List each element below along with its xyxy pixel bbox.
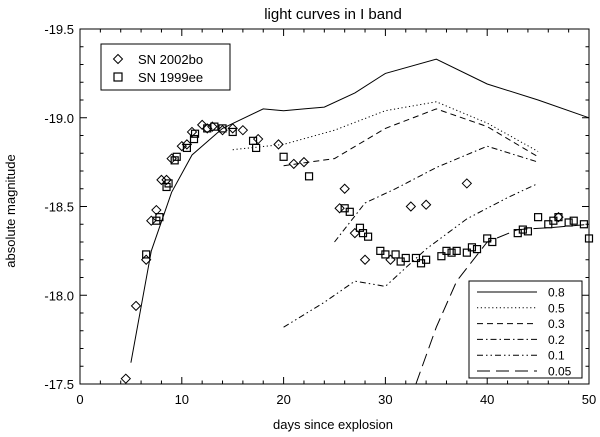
sn1999ee-point <box>189 134 199 144</box>
sn1999ee-point <box>164 179 173 188</box>
sn1999ee-point <box>564 218 573 227</box>
sn1999ee-point <box>381 250 390 259</box>
y-axis-label: absolute magnitude <box>3 154 18 267</box>
y-tick-label: -18.5 <box>44 200 74 215</box>
sn1999ee-point <box>401 253 410 263</box>
y-tick-label: -19.5 <box>44 22 74 37</box>
sn2002bo-point <box>237 124 249 136</box>
sn1999ee-point <box>472 245 482 254</box>
sn2002bo-point <box>176 140 188 152</box>
model-curve-0.2 <box>334 145 539 243</box>
model-curve-0.8 <box>130 58 590 363</box>
sn2002bo-point <box>420 199 432 210</box>
line-legend-label: 0.3 <box>548 317 565 331</box>
legend-diamond-marker <box>112 53 124 65</box>
sn1999ee-point <box>190 129 200 138</box>
sn1999ee-point <box>518 225 527 234</box>
sn2002bo-point <box>252 133 264 145</box>
sn2002bo-point <box>196 119 208 131</box>
sn1999ee-point <box>363 232 373 241</box>
sn2002bo-point <box>298 156 310 168</box>
sn1999ee-point <box>304 172 314 181</box>
sn2002bo-point <box>273 139 284 150</box>
observed-points <box>120 119 594 384</box>
sn2002bo-point <box>288 158 299 170</box>
x-tick-label: 10 <box>175 392 189 407</box>
sn2002bo-point <box>405 201 417 212</box>
line-legend-label: 0.05 <box>548 365 572 379</box>
sn2002bo-point <box>385 254 396 265</box>
sn1999ee-point <box>228 127 237 137</box>
sn1999ee-point <box>554 213 563 222</box>
sn1999ee-point <box>155 213 164 222</box>
chart-title: light curves in I band <box>264 6 402 23</box>
sn1999ee-point <box>252 143 261 153</box>
x-tick-label: 40 <box>480 392 494 407</box>
x-tick-label: 30 <box>378 392 392 407</box>
sn1999ee-point <box>523 227 533 236</box>
sn2002bo-point <box>130 300 142 312</box>
sn1999ee-point <box>533 213 543 222</box>
sn1999ee-point <box>142 250 151 259</box>
sn2002bo-point <box>161 174 172 186</box>
sn2002bo-point <box>339 183 350 194</box>
sn2002bo-point <box>156 174 167 186</box>
x-axis-label: days since explosion <box>273 417 393 432</box>
line-legend-label: 0.8 <box>548 286 565 300</box>
marker-legend-label: SN 1999ee <box>138 70 203 85</box>
sn1999ee-point <box>422 255 431 264</box>
sn2002bo-point <box>227 123 238 134</box>
sn1999ee-point <box>437 252 446 261</box>
x-tick-label: 0 <box>76 392 83 407</box>
line-legend-box <box>468 280 583 379</box>
marker-legend-box <box>100 43 231 91</box>
sn1999ee-point <box>488 237 497 247</box>
x-tick-label: 50 <box>582 392 596 407</box>
sn2002bo-point <box>461 178 473 189</box>
x-axis: 0 10 20 30 40 50 <box>76 29 596 407</box>
sn1999ee-point <box>569 216 578 225</box>
line-legend-label: 0.2 <box>548 333 565 347</box>
sn1999ee-point <box>411 253 421 263</box>
line-legend-label: 0.1 <box>548 349 565 363</box>
sn2002bo-point <box>146 215 157 226</box>
sn1999ee-point <box>345 207 354 216</box>
y-axis: -19.5 -19.0 -18.5 -18.0 -17.5 <box>44 22 589 392</box>
sn1999ee-point <box>172 152 181 161</box>
y-tick-label: -19.0 <box>44 111 74 126</box>
marker-legend-label: SN 2002bo <box>138 52 203 67</box>
sn2002bo-point <box>181 139 193 150</box>
x-tick-label: 20 <box>276 392 290 407</box>
sn1999ee-point <box>467 243 477 252</box>
y-tick-label: -18.0 <box>44 288 74 303</box>
sn2002bo-point <box>334 203 345 214</box>
sn1999ee-point <box>452 246 461 255</box>
sn1999ee-point <box>391 250 400 259</box>
sn1999ee-point <box>462 248 471 257</box>
model-curve-0.3 <box>283 108 539 167</box>
line-legend: 0.80.5 0.3 0.2 0.1 0.05 <box>468 280 583 379</box>
sn1999ee-point <box>218 124 227 133</box>
line-legend-label: 0.5 <box>548 301 565 315</box>
sn1999ee-point <box>447 248 456 257</box>
sn2002bo-point <box>120 373 132 384</box>
sn1999ee-point <box>584 234 594 243</box>
marker-legend: SN 2002bo SN 1999ee <box>100 43 231 91</box>
sn1999ee-point <box>182 143 191 153</box>
sn2002bo-point <box>359 254 371 265</box>
y-tick-label: -17.5 <box>44 377 74 392</box>
legend-square-marker <box>113 72 123 82</box>
model-curve-0.5 <box>232 101 539 152</box>
sn2002bo-point <box>349 227 361 239</box>
sn1999ee-point <box>210 122 219 131</box>
sn1999ee-point <box>279 152 288 161</box>
sn1999ee-point <box>579 220 589 229</box>
sn1999ee-point <box>442 246 451 255</box>
